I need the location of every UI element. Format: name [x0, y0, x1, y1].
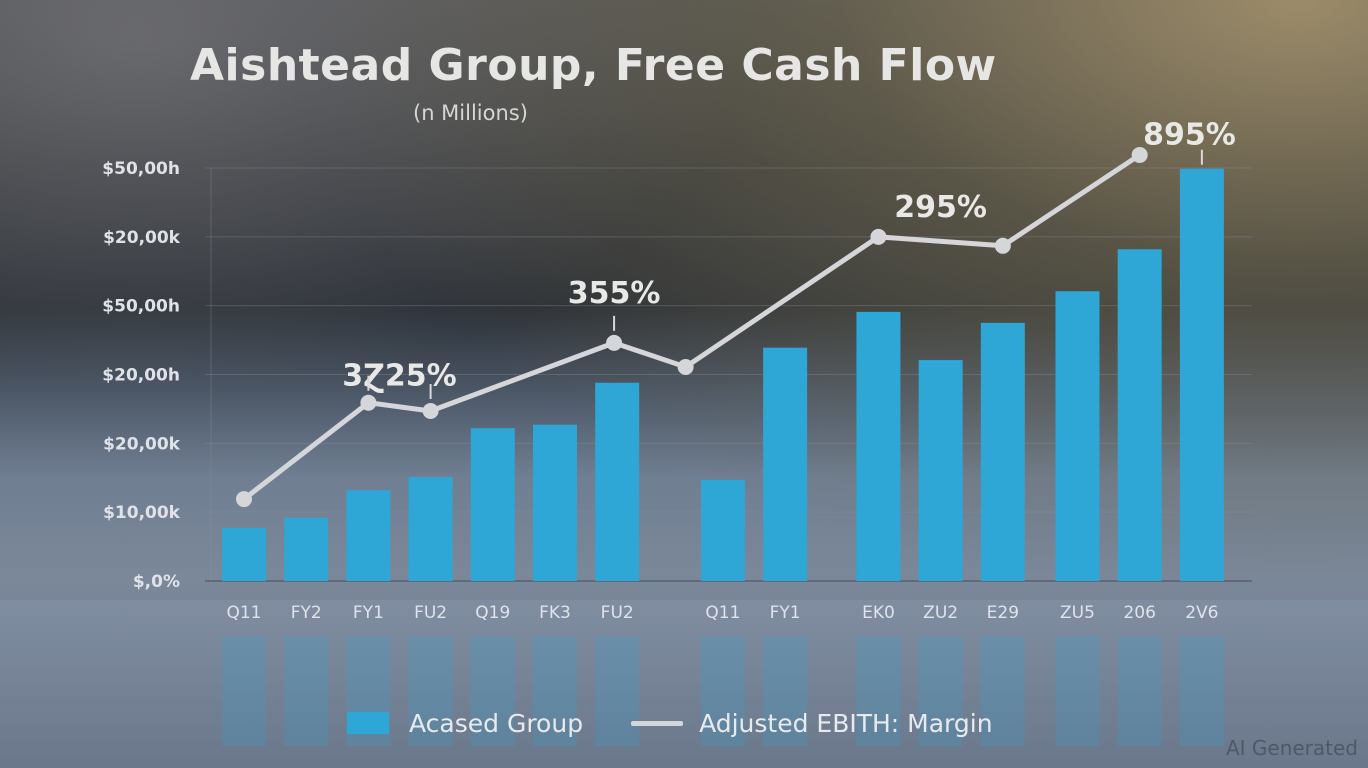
floor-reflection: [0, 600, 1368, 768]
bar-reflection: [980, 636, 1025, 746]
line-point: [422, 402, 439, 419]
bar: [980, 322, 1025, 581]
bar: [595, 382, 640, 581]
data-label: 895%: [1143, 118, 1236, 153]
bar-reflections: [222, 636, 1224, 746]
legend-line-label: Adjusted EBITH: Margin: [699, 708, 993, 738]
x-tick-label: FY1: [770, 603, 801, 623]
bar-reflection: [533, 636, 577, 746]
line-point: [360, 394, 377, 411]
x-tick-label: Q11: [705, 603, 740, 623]
x-tick-label: FY2: [291, 603, 322, 623]
x-tick-label: E29: [987, 603, 1019, 623]
x-tick-label: FU2: [414, 603, 447, 623]
data-label: 3Ɀ25%: [342, 359, 456, 394]
x-tick-label: ZU2: [923, 603, 958, 623]
bar-reflection: [222, 636, 266, 746]
bar: [1117, 249, 1162, 582]
y-tick-label: $20,00k: [103, 228, 181, 248]
bar-reflection: [470, 636, 515, 746]
bar: [533, 424, 577, 581]
bar: [346, 490, 391, 581]
bar-reflection: [763, 636, 808, 746]
y-tick-label: $20,00h: [102, 366, 180, 386]
x-tick-label: FK3: [539, 603, 571, 623]
chart-title: Aishtead Group, Free Cash Flow: [190, 40, 997, 91]
bar: [918, 360, 963, 581]
bar-reflection: [1117, 636, 1162, 746]
bar: [763, 347, 808, 581]
bar-reflection: [700, 636, 745, 746]
x-tick-label: FU2: [601, 603, 634, 623]
legend-bar-swatch: [347, 712, 389, 734]
x-tick-label: Q19: [475, 603, 510, 623]
bar: [700, 479, 745, 581]
y-tick-label: $50,00h: [102, 297, 180, 317]
data-label: 355%: [568, 276, 661, 311]
x-tick-label: 2V6: [1185, 603, 1218, 623]
bar-reflection: [408, 636, 453, 746]
x-tick-label: EK0: [862, 603, 895, 623]
y-axis-ticks: $,0% $10,00k $20,00k $20,00h $50,00h $20,00k $…: [102, 159, 180, 592]
line-point: [236, 491, 252, 508]
bar: [1055, 291, 1100, 581]
legend-line-swatch: [631, 720, 684, 726]
legend-bars-label: Acased Group: [409, 708, 584, 738]
chart-subtitle: (n Millions): [413, 101, 528, 125]
bar: [856, 311, 901, 581]
y-tick-label: $10,00k: [103, 503, 181, 523]
bar: [222, 528, 266, 581]
margin-line: [236, 146, 1148, 508]
x-tick-label: FY1: [353, 603, 384, 623]
ai-generated-watermark: AI Generated: [1225, 736, 1358, 760]
bar-reflection: [856, 636, 901, 746]
bar: [408, 477, 453, 581]
margin-line-path: [241, 152, 1143, 502]
line-point: [677, 358, 694, 375]
x-tick-label: 206: [1123, 603, 1155, 623]
x-tick-label: Q11: [226, 603, 261, 623]
line-point: [606, 334, 623, 351]
bar: [284, 517, 329, 581]
bar: [1179, 168, 1224, 581]
bar-reflection: [595, 636, 640, 746]
legend: Acased Group Adjusted EBITH: Margin: [347, 703, 993, 743]
data-label: 295%: [894, 190, 987, 225]
bar-reflection: [918, 636, 963, 746]
bar-reflection: [1179, 636, 1224, 746]
data-labels: 3Ɀ25% 355% 295% 895%: [342, 118, 1236, 399]
x-tick-label: ZU5: [1060, 603, 1095, 623]
y-tick-label: $20,00k: [103, 434, 181, 454]
bars: [222, 168, 1224, 582]
x-axis-ticks: Q11 FY2 FY1 FU2 Q19 FK3 FU2 Q11 FY1 EK0 ZU2 E29 ZU5 2…: [226, 603, 1218, 623]
y-tick-label: $50,00h: [102, 159, 180, 179]
line-point: [870, 228, 887, 245]
bar: [470, 428, 515, 581]
bar-reflection: [1055, 636, 1100, 746]
line-point: [994, 237, 1011, 254]
bar-reflection: [284, 636, 329, 746]
y-tick-label: $,0%: [133, 572, 180, 592]
line-point: [1131, 146, 1148, 163]
